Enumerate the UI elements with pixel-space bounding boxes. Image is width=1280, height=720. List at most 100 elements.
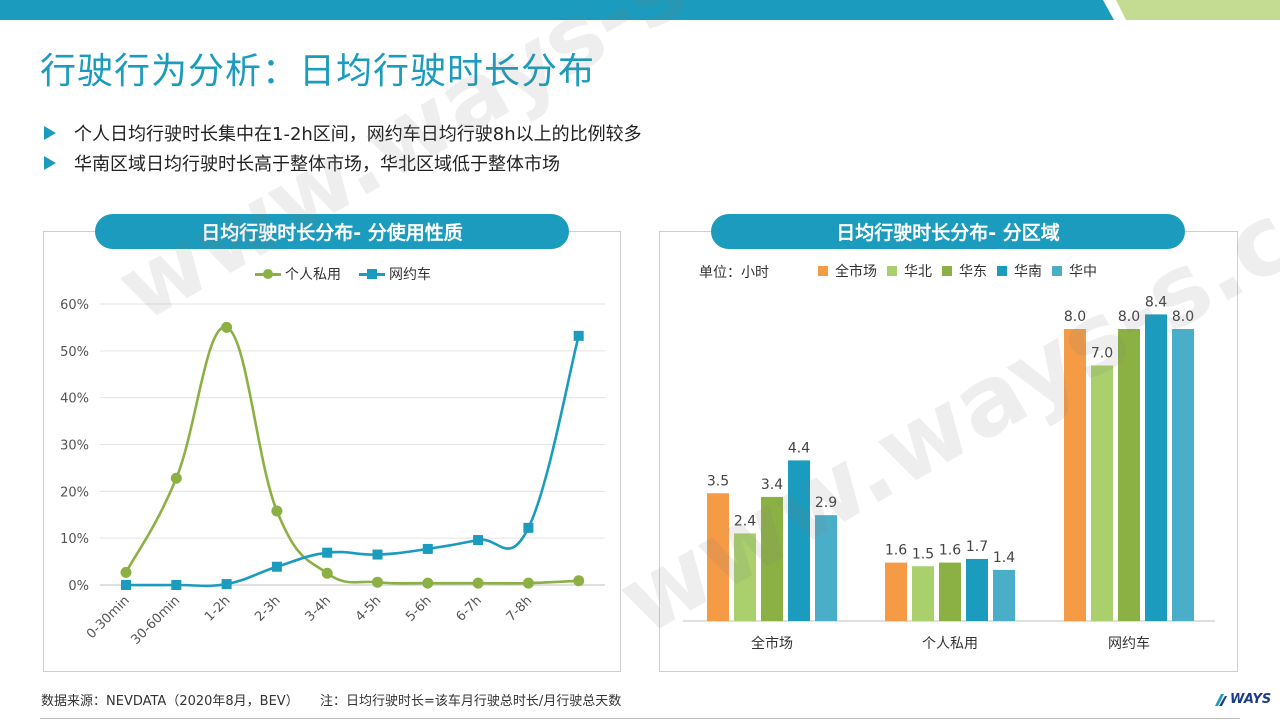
category-label: 全市场 <box>751 635 793 652</box>
data-point <box>120 566 132 578</box>
bar <box>1172 329 1194 621</box>
legend-item-personal: 个人私用 <box>255 264 341 284</box>
data-point <box>573 330 584 341</box>
top-decoration-bar <box>0 0 1280 20</box>
legend-label: 华北 <box>904 264 932 280</box>
data-label: 7.0 <box>1091 346 1113 362</box>
bar <box>939 562 961 621</box>
bar <box>885 562 907 621</box>
data-point <box>170 472 182 484</box>
data-label: 1.7 <box>966 539 988 555</box>
data-point <box>221 321 233 333</box>
data-label: 3.5 <box>707 473 729 489</box>
category-label: 网约车 <box>1108 635 1150 652</box>
series-line <box>124 326 579 585</box>
bar <box>1145 314 1167 621</box>
line-chart-legend: 个人私用 网约车 <box>255 264 431 284</box>
y-tick-label: 50% <box>60 345 89 360</box>
page-title: 行驶行为分析：日均行驶时长分布 <box>40 51 596 92</box>
bar-chart-title: 日均行驶时长分布- 分区域 <box>711 214 1185 249</box>
data-label: 1.5 <box>912 546 934 562</box>
square-marker-icon <box>367 268 377 279</box>
data-label: 8.0 <box>1172 309 1194 325</box>
legend-swatch <box>818 266 828 276</box>
legend-swatch <box>942 266 952 276</box>
data-point <box>271 505 283 517</box>
legend-item-north: 华北 <box>887 261 932 281</box>
circle-marker-icon <box>263 268 273 279</box>
y-tick-label: 20% <box>60 485 89 500</box>
bullet-text: 华南区域日均行驶时长高于整体市场，华北区域低于整体市场 <box>74 154 560 175</box>
legend-item-south: 华南 <box>997 261 1042 281</box>
bar <box>966 558 988 621</box>
bullet-list: 个人日均行驶时长集中在1-2h区间，网约车日均行驶8h以上的比例较多 华南区域日… <box>44 118 642 178</box>
y-tick-label: 0% <box>68 579 89 594</box>
data-point <box>522 577 534 589</box>
bar <box>815 515 837 621</box>
data-label: 1.6 <box>939 543 961 559</box>
data-point <box>121 580 131 590</box>
brand-logo: WAYS <box>1213 692 1271 707</box>
bar <box>761 496 783 621</box>
y-tick-label: 10% <box>60 532 89 547</box>
bar <box>707 493 729 621</box>
bar <box>1091 365 1113 621</box>
data-point <box>322 547 333 558</box>
data-point <box>321 567 333 579</box>
legend-label: 全市场 <box>835 264 877 280</box>
legend-label: 华东 <box>959 264 987 280</box>
triangle-bullet-icon <box>44 126 56 140</box>
data-label: 4.4 <box>788 440 810 456</box>
unit-label: 单位：小时 <box>699 265 769 281</box>
data-label: 1.6 <box>885 543 907 559</box>
y-tick-label: 30% <box>60 439 89 454</box>
brand-name: WAYS <box>1230 692 1272 707</box>
legend-item-central: 华中 <box>1052 261 1097 281</box>
data-point <box>472 577 484 589</box>
bullet-item: 个人日均行驶时长集中在1-2h区间，网约车日均行驶8h以上的比例较多 <box>44 118 642 148</box>
legend-swatch <box>887 266 897 276</box>
legend-swatch <box>1052 266 1062 276</box>
y-tick-label: 60% <box>60 298 89 313</box>
legend-label: 网约车 <box>389 267 431 283</box>
legend-item-east: 华东 <box>942 261 987 281</box>
data-point <box>221 579 232 590</box>
bar <box>734 533 756 621</box>
data-label: 2.9 <box>815 495 837 511</box>
data-point <box>171 580 182 590</box>
data-label: 2.4 <box>734 513 756 529</box>
data-label: 3.4 <box>761 477 783 493</box>
footer-divider <box>40 718 1240 719</box>
legend-label: 华南 <box>1014 264 1042 280</box>
bar <box>1064 329 1086 621</box>
legend-label: 华中 <box>1069 264 1097 280</box>
data-label: 1.4 <box>993 550 1015 566</box>
data-label: 8.0 <box>1118 309 1140 325</box>
data-label: 8.0 <box>1064 309 1086 325</box>
category-label: 个人私用 <box>922 636 978 652</box>
data-point <box>422 577 434 589</box>
legend-item-all-market: 全市场 <box>818 261 877 281</box>
data-point <box>523 522 534 533</box>
legend-item-ridehail: 网约车 <box>359 264 431 284</box>
data-label: 8.4 <box>1145 294 1167 310</box>
data-point <box>573 575 585 587</box>
bar <box>912 566 934 621</box>
data-point <box>372 549 383 560</box>
legend-label: 个人私用 <box>285 267 341 283</box>
line-chart-title: 日均行驶时长分布- 分使用性质 <box>95 214 569 249</box>
footer-source: 数据来源：NEVDATA（2020年8月，BEV） <box>41 694 299 709</box>
data-point <box>372 576 383 588</box>
triangle-bullet-icon <box>44 156 56 170</box>
data-point <box>473 535 484 546</box>
data-point <box>422 543 433 554</box>
y-tick-label: 40% <box>60 392 89 407</box>
legend-swatch <box>997 266 1007 276</box>
brand-logo-icon <box>1215 693 1227 706</box>
bullet-item: 华南区域日均行驶时长高于整体市场，华北区域低于整体市场 <box>44 148 642 178</box>
legend-line-personal <box>255 268 281 279</box>
bar <box>993 569 1015 621</box>
data-point <box>271 561 282 572</box>
